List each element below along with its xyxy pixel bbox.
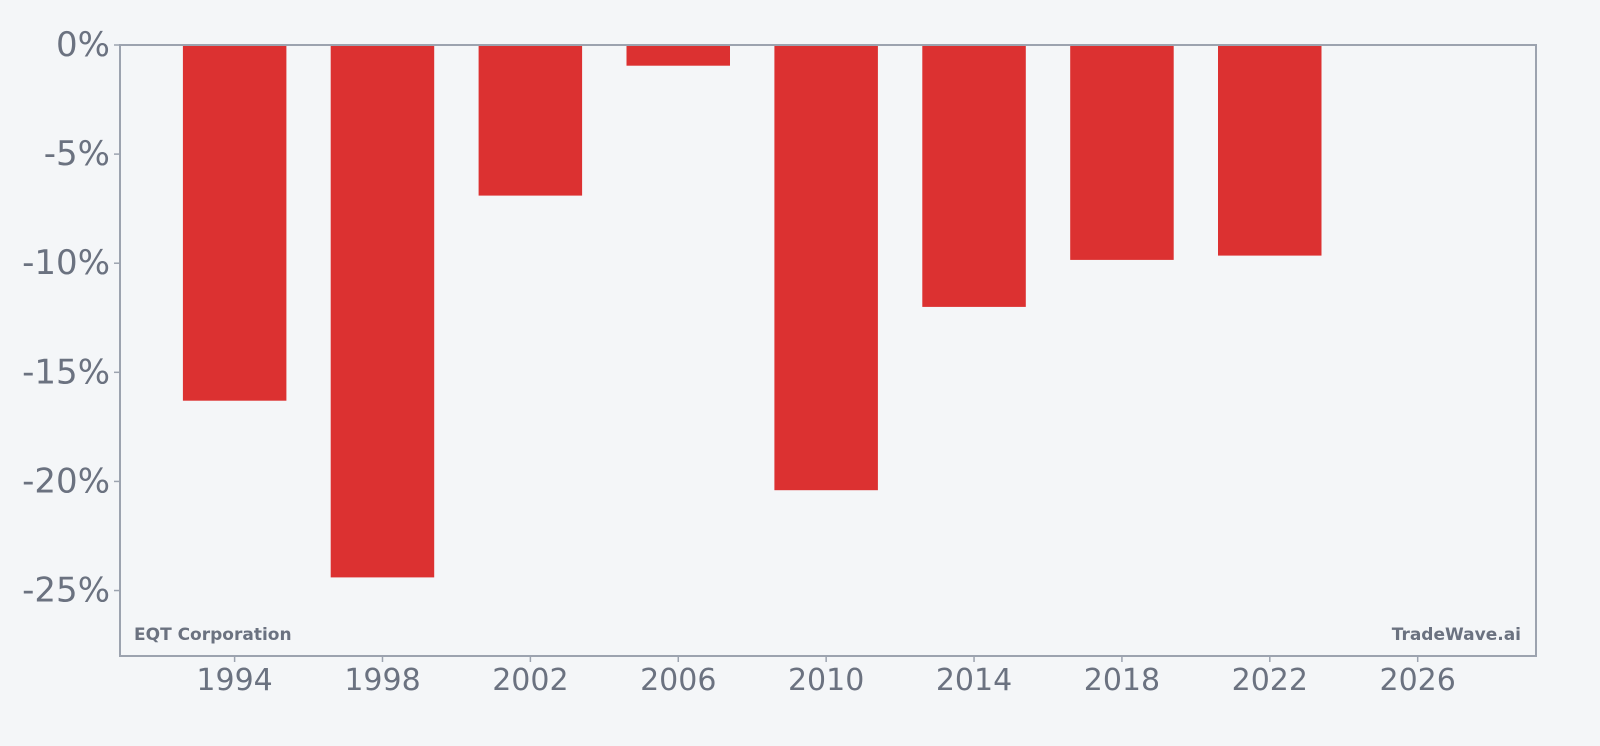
x-tick-label: 1994: [196, 663, 272, 698]
x-tick-label: 2002: [492, 663, 568, 698]
bar-1998: [330, 45, 435, 578]
x-tick-label: 1998: [344, 663, 420, 698]
y-tick-label: 0%: [56, 25, 110, 65]
axes-group: [119, 44, 1537, 657]
bar-2010: [774, 45, 878, 491]
y-tick-label: -5%: [44, 134, 110, 174]
x-tick-label: 2018: [1084, 663, 1160, 698]
bar-2018: [1070, 45, 1174, 260]
company-label: EQT Corporation: [134, 625, 292, 645]
y-axis: 0% -5% -10% -15% -20% -25%: [22, 25, 120, 611]
bar-2014: [922, 45, 1026, 307]
x-tick-label: 2014: [936, 663, 1012, 698]
x-axis: 1994 1998 2002 2006 2010 2014 2018 2022 2026: [196, 656, 1456, 698]
bar-2006: [626, 45, 730, 66]
x-tick-label: 2010: [788, 663, 864, 698]
bar-2022: [1218, 45, 1322, 256]
bars-group: [182, 45, 1322, 578]
brand-label: TradeWave.ai: [1392, 625, 1521, 645]
y-tick-label: -20%: [22, 461, 110, 501]
plot-frame: [119, 44, 1537, 657]
x-tick-label: 2026: [1380, 663, 1456, 698]
bar-2002: [478, 45, 583, 196]
y-tick-label: -10%: [22, 243, 110, 283]
x-tick-label: 2022: [1232, 663, 1308, 698]
y-tick-label: -15%: [22, 352, 110, 392]
y-tick-label: -25%: [22, 571, 110, 611]
bar-1994: [182, 45, 287, 401]
x-tick-label: 2006: [640, 663, 716, 698]
